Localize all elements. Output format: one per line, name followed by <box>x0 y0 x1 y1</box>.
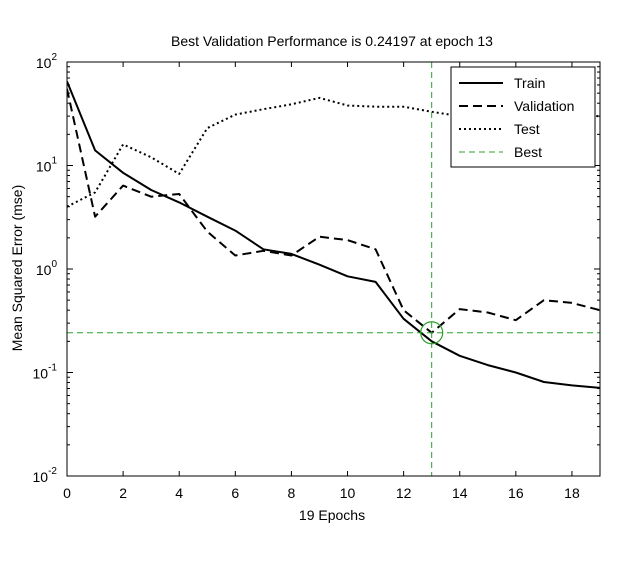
x-tick-label: 12 <box>396 485 412 501</box>
y-tick-label: 102 <box>36 52 58 71</box>
best-marker-layer <box>67 62 600 476</box>
ticks-layer <box>66 61 600 477</box>
legend-label-test: Test <box>514 121 540 137</box>
x-tick-label: 10 <box>340 485 356 501</box>
best-point-circle <box>420 321 444 345</box>
series-layer <box>67 81 600 389</box>
y-tick-label: 10-2 <box>33 466 58 485</box>
x-tick-label: 8 <box>288 485 296 501</box>
x-tick-label: 16 <box>508 485 524 501</box>
x-tick-label: 4 <box>175 485 183 501</box>
legend-label-best: Best <box>514 144 542 160</box>
series-line-test <box>67 96 600 208</box>
x-tick-label: 14 <box>452 485 468 501</box>
y-tick-label: 101 <box>36 156 58 175</box>
legend-label-train: Train <box>514 75 545 91</box>
y-axis-label: Mean Squared Error (mse) <box>9 185 25 352</box>
chart-title: Best Validation Performance is 0.24197 a… <box>171 33 493 49</box>
series-line-train <box>67 81 600 389</box>
y-tick-label: 100 <box>36 259 58 278</box>
x-axis-label: 19 Epochs <box>299 507 365 523</box>
legend: Train Validation Test Best <box>450 66 596 168</box>
y-tick-labels: 10-2 10-1 100 101 102 <box>33 52 58 485</box>
x-tick-labels: 0 2 4 6 8 10 12 14 16 18 <box>63 485 580 501</box>
y-tick-label: 10-1 <box>33 363 58 382</box>
legend-label-validation: Validation <box>514 98 574 114</box>
x-tick-label: 2 <box>119 485 127 501</box>
x-tick-label: 0 <box>63 485 71 501</box>
x-tick-label: 18 <box>564 485 580 501</box>
x-tick-label: 6 <box>231 485 239 501</box>
